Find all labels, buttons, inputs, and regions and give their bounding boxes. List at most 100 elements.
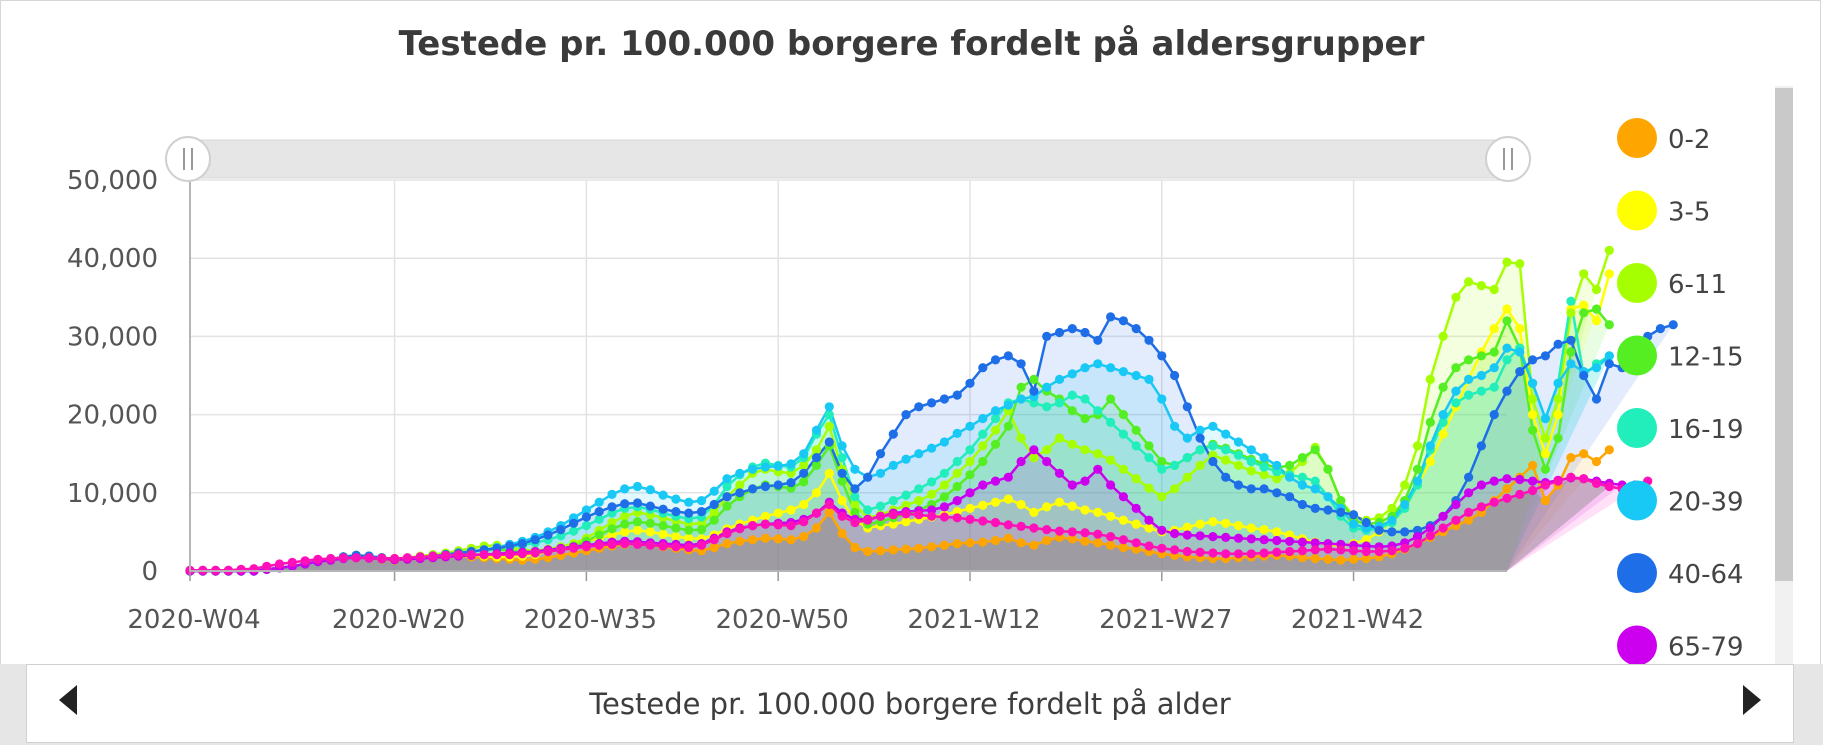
data-point [1118, 316, 1128, 326]
legend-label-6[interactable]: 40-64 [1668, 560, 1744, 590]
data-point [1553, 476, 1563, 486]
data-point [1425, 456, 1435, 467]
data-point [1323, 492, 1333, 502]
data-point [1080, 476, 1090, 486]
data-point [620, 519, 630, 529]
data-point [1106, 312, 1116, 322]
legend-scrollbar-thumb[interactable] [1775, 88, 1793, 581]
data-point [978, 500, 988, 510]
data-point [888, 460, 898, 470]
data-point [1400, 499, 1410, 510]
data-point [1285, 492, 1295, 502]
data-point [569, 518, 579, 528]
data-point [978, 516, 988, 526]
data-point [1233, 549, 1244, 559]
data-point [1144, 541, 1154, 551]
data-point [965, 445, 975, 455]
data-point [1489, 363, 1499, 373]
legend-label-3[interactable]: 12-15 [1668, 343, 1744, 373]
data-point [1157, 394, 1167, 404]
series-area-4 [190, 301, 1610, 571]
data-point [1451, 515, 1461, 525]
data-point [811, 425, 822, 435]
data-point [1208, 548, 1218, 558]
data-point [1540, 351, 1550, 361]
data-point [1067, 324, 1077, 334]
data-point [1029, 507, 1039, 517]
data-point [1054, 433, 1065, 443]
data-point [1604, 481, 1614, 492]
data-point [1349, 546, 1359, 556]
data-point [1080, 394, 1090, 404]
legend-label-1[interactable]: 3-5 [1668, 198, 1710, 228]
data-point [1425, 374, 1435, 384]
triangle-left-icon[interactable] [59, 685, 77, 715]
data-point [722, 481, 732, 492]
data-point [748, 535, 758, 545]
data-point [990, 497, 1001, 507]
data-point [1233, 521, 1244, 531]
data-point [1106, 417, 1116, 427]
legend-label-7[interactable]: 65-79 [1668, 633, 1744, 663]
series-area-3 [190, 309, 1610, 571]
legend-label-2[interactable]: 6-11 [1668, 270, 1727, 300]
data-point [927, 511, 937, 521]
legend-label-0[interactable]: 0-2 [1668, 125, 1710, 155]
data-point [1118, 542, 1128, 553]
data-point [1144, 515, 1154, 525]
triangle-right-icon[interactable] [1743, 685, 1761, 715]
data-point [1131, 324, 1141, 334]
data-point [965, 503, 975, 513]
legend-label-5[interactable]: 20-39 [1668, 488, 1744, 518]
data-point [594, 507, 604, 517]
data-point [709, 542, 719, 553]
data-point [760, 462, 771, 472]
data-point [952, 539, 962, 549]
data-point [1054, 398, 1065, 408]
data-point [684, 508, 694, 518]
data-point [1003, 520, 1013, 530]
data-point [696, 507, 707, 517]
data-point [1591, 456, 1602, 467]
data-point [1476, 441, 1486, 451]
data-point [735, 524, 745, 534]
data-point [888, 510, 898, 520]
legend-marker-2 [1617, 263, 1657, 303]
data-point [1246, 484, 1256, 494]
data-point [888, 545, 898, 555]
x-tick-label: 2021-W42 [1291, 605, 1424, 635]
data-point [799, 532, 809, 542]
data-point [1106, 455, 1116, 465]
data-point [1170, 484, 1180, 494]
chart-navigator: Testede pr. 100.000 borgere fordelt på a… [26, 664, 1794, 743]
data-point [1553, 433, 1563, 443]
data-point [939, 512, 950, 522]
data-point [1182, 530, 1192, 540]
legend-label-4[interactable]: 16-19 [1668, 415, 1744, 445]
data-point [1208, 456, 1218, 467]
data-point [620, 527, 630, 537]
data-point [1438, 429, 1448, 439]
data-point [1451, 398, 1461, 408]
data-point [1502, 493, 1512, 503]
x-tick-label: 2020-W04 [127, 605, 260, 635]
range-selector [165, 136, 1531, 182]
data-point [1106, 394, 1116, 404]
data-point [1336, 555, 1346, 565]
data-point [1131, 370, 1141, 381]
data-point [287, 557, 297, 568]
data-point [1464, 277, 1474, 287]
data-point [1553, 378, 1563, 388]
data-point [850, 492, 860, 502]
tick-labels: 0 10,000 20,000 30,000 40,000 50,000 2020-W04 2… [67, 166, 1424, 635]
data-point [1604, 245, 1614, 255]
data-point [581, 505, 592, 515]
range-handle-left[interactable] [165, 136, 211, 182]
data-point [1425, 417, 1435, 427]
data-point [1412, 539, 1423, 549]
data-point [1003, 533, 1013, 543]
range-handle-right[interactable] [1485, 136, 1531, 182]
data-point [1029, 398, 1039, 408]
data-point [1464, 488, 1474, 498]
data-point [1489, 347, 1499, 357]
